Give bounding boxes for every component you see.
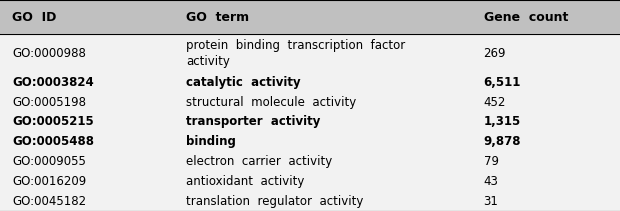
Text: GO  ID: GO ID [12,11,57,24]
Text: 9,878: 9,878 [484,135,521,148]
Text: GO:0003824: GO:0003824 [12,76,94,89]
Text: GO:0005215: GO:0005215 [12,115,94,128]
Text: 43: 43 [484,175,498,188]
Text: GO:0016209: GO:0016209 [12,175,87,188]
Bar [0,73,620,92]
Text: 79: 79 [484,155,498,168]
Text: electron  carrier  activity: electron carrier activity [186,155,332,168]
Text: protein  binding  transcription  factor
activity: protein binding transcription factor act… [186,39,405,68]
Text: 6,511: 6,511 [484,76,521,89]
Bar [0,92,620,112]
Text: GO  term: GO term [186,11,249,24]
Text: 269: 269 [484,47,506,60]
Bar [0,152,620,171]
Bar [0,191,620,211]
Text: binding: binding [186,135,236,148]
Text: Gene  count: Gene count [484,11,568,24]
Text: antioxidant  activity: antioxidant activity [186,175,304,188]
Bar [0,112,620,132]
Bar [0,34,620,73]
Bar [0,0,620,34]
Text: GO:0005488: GO:0005488 [12,135,94,148]
Text: translation  regulator  activity: translation regulator activity [186,195,363,208]
Bar [0,171,620,191]
Bar [0,132,620,152]
Text: GO:0045182: GO:0045182 [12,195,87,208]
Text: GO:0000988: GO:0000988 [12,47,86,60]
Text: 31: 31 [484,195,498,208]
Text: GO:0009055: GO:0009055 [12,155,86,168]
Text: 452: 452 [484,96,506,109]
Text: catalytic  activity: catalytic activity [186,76,301,89]
Text: GO:0005198: GO:0005198 [12,96,86,109]
Text: transporter  activity: transporter activity [186,115,321,128]
Text: structural  molecule  activity: structural molecule activity [186,96,356,109]
Text: 1,315: 1,315 [484,115,521,128]
